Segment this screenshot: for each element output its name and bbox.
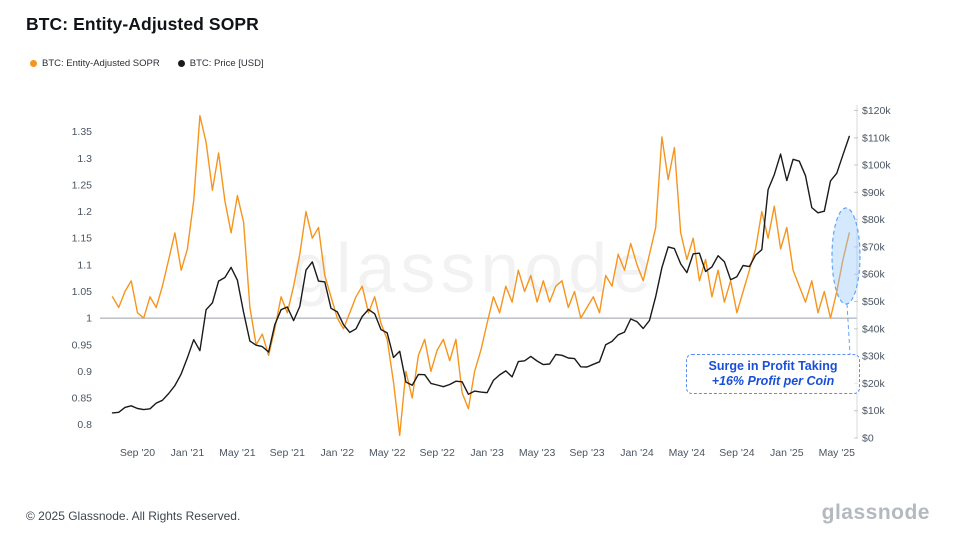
x-tick-label: Sep '23 xyxy=(569,447,604,459)
annotation-subtitle: +16% Profit per Coin xyxy=(711,374,835,388)
y-left-tick-label: 1.25 xyxy=(72,179,93,191)
y-left-tick-label: 1.1 xyxy=(77,259,92,271)
x-tick-label: Jan '22 xyxy=(321,447,355,459)
y-right-tick-label: $60k xyxy=(862,269,886,281)
y-left-tick-label: 1.35 xyxy=(72,126,93,138)
glassnode-watermark: glassnode xyxy=(292,229,656,307)
price-series-line xyxy=(111,135,850,414)
y-left-tick-label: 1.3 xyxy=(77,153,92,165)
x-tick-label: May '22 xyxy=(369,447,406,459)
x-tick-label: Jan '23 xyxy=(470,447,504,459)
y-right-tick-label: $30k xyxy=(862,351,886,363)
x-tick-label: Sep '24 xyxy=(719,447,754,459)
annotation-title: Surge in Profit Taking xyxy=(708,359,838,373)
legend-item-price[interactable]: BTC: Price [USD] xyxy=(177,58,264,69)
y-left-tick-label: 1.05 xyxy=(72,286,93,298)
x-tick-label: Sep '20 xyxy=(120,447,155,459)
y-right-tick-label: $10k xyxy=(862,405,886,417)
footer-copyright: © 2025 Glassnode. All Rights Reserved. xyxy=(26,509,241,523)
annotation-surge-profit-taking: Surge in Profit Taking +16% Profit per C… xyxy=(686,354,860,394)
y-left-tick-label: 0.85 xyxy=(72,393,93,405)
y-right-tick-label: $20k xyxy=(862,378,886,390)
y-left-tick-label: 0.95 xyxy=(72,339,93,351)
chart-legend: BTC: Entity-Adjusted SOPR BTC: Price [US… xyxy=(30,58,264,69)
surge-highlight-ellipse xyxy=(831,207,861,305)
y-left-tick-label: 1 xyxy=(86,313,92,325)
y-right-tick-label: $70k xyxy=(862,241,886,253)
glassnode-brand-wordmark: glassnode xyxy=(821,501,930,524)
x-tick-label: Jan '21 xyxy=(171,447,205,459)
x-tick-label: Jan '25 xyxy=(770,447,804,459)
y-right-tick-label: $120k xyxy=(862,105,891,117)
x-tick-label: May '24 xyxy=(669,447,706,459)
annotation-connector-line xyxy=(846,303,851,355)
y-right-tick-label: $80k xyxy=(862,214,886,226)
y-left-tick-label: 0.9 xyxy=(77,366,92,378)
y-right-tick-label: $40k xyxy=(862,323,886,335)
x-tick-label: May '25 xyxy=(819,447,856,459)
y-left-tick-label: 0.8 xyxy=(77,419,92,431)
y-right-tick-label: $50k xyxy=(862,296,886,308)
legend-label-price: BTC: Price [USD] xyxy=(189,58,264,69)
legend-label-sopr: BTC: Entity-Adjusted SOPR xyxy=(42,58,160,69)
legend-item-sopr[interactable]: BTC: Entity-Adjusted SOPR xyxy=(30,58,160,69)
x-tick-label: Jan '24 xyxy=(620,447,654,459)
y-left-tick-label: 1.2 xyxy=(77,206,92,218)
y-right-tick-label: $110k xyxy=(862,132,891,144)
x-tick-label: Sep '21 xyxy=(270,447,305,459)
y-right-tick-label: $90k xyxy=(862,187,886,199)
x-tick-label: Sep '22 xyxy=(420,447,455,459)
price-legend-dot-icon xyxy=(177,60,185,67)
x-tick-label: May '21 xyxy=(219,447,256,459)
sopr-series-line xyxy=(111,115,850,436)
y-right-tick-label: $0 xyxy=(862,433,874,445)
x-tick-label: May '23 xyxy=(519,447,556,459)
y-left-tick-label: 1.15 xyxy=(72,233,93,245)
sopr-legend-dot-icon xyxy=(30,60,37,67)
y-right-tick-label: $100k xyxy=(862,160,891,172)
page-title: BTC: Entity-Adjusted SOPR xyxy=(26,14,259,34)
